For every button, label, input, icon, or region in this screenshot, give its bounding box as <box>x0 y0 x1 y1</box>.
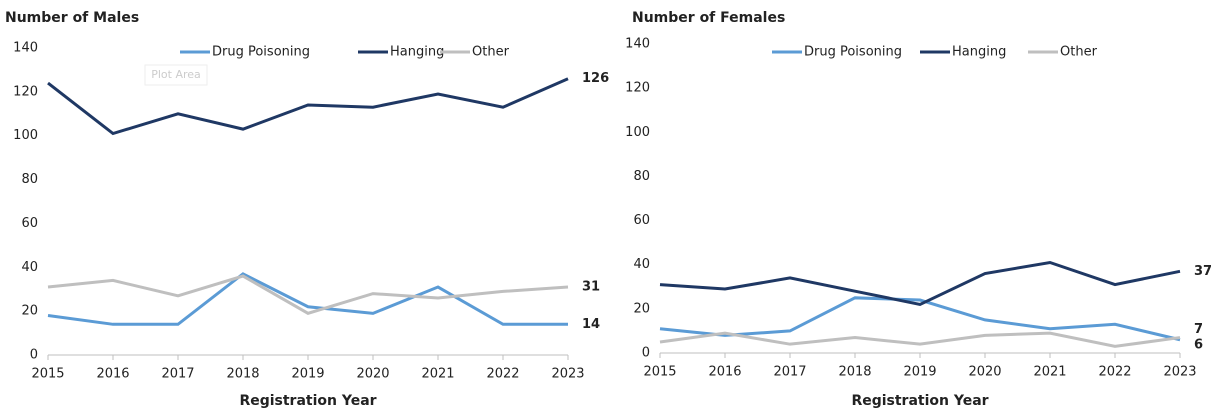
legend-label: Drug Poisoning <box>212 45 310 60</box>
chart-title: Number of Males <box>5 10 139 26</box>
tooltip: Plot Area <box>151 68 201 81</box>
y-tick-label: 60 <box>633 213 650 228</box>
line-series <box>659 331 1181 348</box>
x-tick-label: 2015 <box>643 365 676 380</box>
x-tick-label: 2021 <box>1033 365 1066 380</box>
legend-label: Drug Poisoning <box>804 45 902 60</box>
x-tick-label: 2022 <box>1098 365 1131 380</box>
x-tick-label: 2020 <box>356 367 389 382</box>
x-tick-label: 2022 <box>486 367 519 382</box>
y-tick-label: 0 <box>30 348 38 363</box>
line-series <box>47 274 569 315</box>
x-tick-label: 2018 <box>226 367 259 382</box>
x-tick-label: 2015 <box>31 367 64 382</box>
y-tick-label: 0 <box>642 346 650 361</box>
tooltip-box <box>144 64 208 86</box>
end-label: 126 <box>582 71 609 86</box>
y-tick-label: 20 <box>21 304 38 319</box>
line-series <box>659 260 1181 307</box>
y-tick-label: 80 <box>21 172 38 187</box>
end-label: 14 <box>582 317 600 332</box>
x-tick-label: 2023 <box>551 367 584 382</box>
chart-title: Number of Females <box>632 10 785 26</box>
line-series <box>659 296 1181 342</box>
x-tick-label: 2016 <box>96 367 129 382</box>
x-tick-label: 2017 <box>161 367 194 382</box>
x-axis-label: Registration Year <box>239 393 376 409</box>
end-label: 6 <box>1194 337 1203 352</box>
legend-label: Hanging <box>390 45 444 60</box>
legend-label: Hanging <box>952 45 1006 60</box>
x-tick-label: 2016 <box>708 365 741 380</box>
y-tick-label: 120 <box>625 81 650 96</box>
y-tick-label: 20 <box>633 301 650 316</box>
x-axis-label: Registration Year <box>851 393 988 409</box>
legend-label: Other <box>472 45 510 60</box>
x-tick-label: 2019 <box>291 367 324 382</box>
y-tick-label: 60 <box>21 216 38 231</box>
y-tick-label: 140 <box>625 37 650 52</box>
x-tick-label: 2018 <box>838 365 871 380</box>
x-tick-label: 2019 <box>903 365 936 380</box>
x-tick-label: 2020 <box>968 365 1001 380</box>
y-tick-label: 120 <box>13 84 38 99</box>
end-label: 37 <box>1194 264 1212 279</box>
x-tick-label: 2017 <box>773 365 806 380</box>
y-tick-label: 100 <box>13 128 38 143</box>
x-tick-label: 2021 <box>421 367 454 382</box>
y-tick-label: 80 <box>633 169 650 184</box>
legend-label: Other <box>1060 45 1098 60</box>
end-label: 7 <box>1194 322 1203 337</box>
y-tick-label: 40 <box>21 260 38 275</box>
x-tick-label: 2023 <box>1163 365 1196 380</box>
y-tick-label: 140 <box>13 41 38 56</box>
line-series <box>47 77 569 136</box>
y-tick-label: 40 <box>633 257 650 272</box>
end-label: 31 <box>582 280 600 295</box>
line-series <box>47 272 568 326</box>
y-tick-label: 100 <box>625 125 650 140</box>
